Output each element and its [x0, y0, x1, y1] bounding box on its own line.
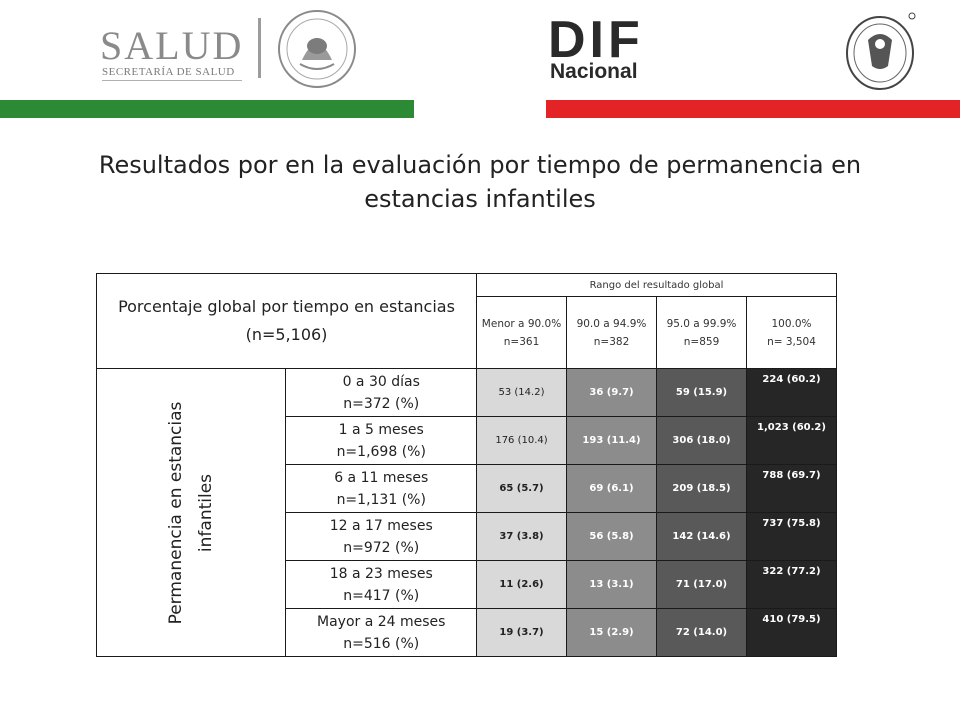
table-cell: 209 (18.5): [656, 464, 747, 513]
table-cell: 65 (5.7): [476, 464, 567, 513]
dif-logo-word: DIF: [548, 11, 644, 69]
row-label: 12 a 17 meses n=972 (%): [285, 512, 477, 561]
row-period: Mayor a 24 meses: [317, 613, 446, 630]
column-header-row: Menor a 90.0% n=361 90.0 a 94.9% n=382 95.…: [97, 296, 837, 369]
column-n: n=361: [503, 335, 540, 348]
table-cell: 737 (75.8): [746, 512, 837, 561]
mexico-seal-icon: [278, 10, 356, 88]
column-header: Menor a 90.0% n=361: [476, 296, 567, 369]
table-cell: 11 (2.6): [476, 560, 567, 609]
row-n: n=516 (%): [343, 635, 420, 652]
table-cell: 788 (69.7): [746, 464, 837, 513]
table-cell: 69 (6.1): [566, 464, 657, 513]
table-row: 1 a 5 meses n=1,698 (%) 176 (10.4) 193 (1…: [97, 416, 837, 465]
row-n: n=417 (%): [343, 587, 420, 604]
table-cell: 224 (60.2): [746, 368, 837, 417]
side-label-cell: Permanencia en estancias infantiles: [95, 368, 287, 657]
green-header-bar: [0, 100, 414, 118]
row-label: 1 a 5 meses n=1,698 (%): [285, 416, 477, 465]
row-period: 0 a 30 días: [342, 373, 420, 390]
table-row: 18 a 23 meses n=417 (%) 11 (2.6) 13 (3.1)…: [97, 560, 837, 609]
table-cell: 15 (2.9): [566, 608, 657, 657]
hospital-seal-icon: [846, 12, 916, 90]
table-cell: 193 (11.4): [566, 416, 657, 465]
row-n: n=972 (%): [343, 539, 420, 556]
column-n: n=382: [593, 335, 630, 348]
table-cell: 72 (14.0): [656, 608, 747, 657]
row-label: 0 a 30 días n=372 (%): [285, 368, 477, 417]
table-cell: 53 (14.2): [476, 368, 567, 417]
table-cell: 13 (3.1): [566, 560, 657, 609]
column-header: 95.0 a 99.9% n=859: [656, 296, 747, 369]
column-range: 100.0%: [771, 317, 812, 330]
results-table: Porcentaje global por tiempo en estancia…: [95, 273, 837, 657]
range-header: Rango del resultado global: [476, 273, 837, 297]
table-row: Mayor a 24 meses n=516 (%) 19 (3.7) 15 (2…: [97, 608, 837, 657]
row-n: n=372 (%): [343, 395, 420, 412]
table-cell: 36 (9.7): [566, 368, 657, 417]
header: SALUD SECRETARÍA DE SALUD DIF Nacional: [0, 0, 960, 120]
column-header: 90.0 a 94.9% n=382: [566, 296, 657, 369]
red-header-bar: [546, 100, 960, 118]
table-cell: 176 (10.4): [476, 416, 567, 465]
table-cell: 306 (18.0): [656, 416, 747, 465]
column-range: 95.0 a 99.9%: [666, 317, 737, 330]
row-n: n=1,131 (%): [336, 491, 426, 508]
column-range: 90.0 a 94.9%: [576, 317, 647, 330]
column-range: Menor a 90.0%: [481, 317, 562, 330]
salud-logo: SALUD SECRETARÍA DE SALUD: [88, 22, 248, 82]
logo-divider: [258, 18, 261, 78]
salud-logo-subtitle: SECRETARÍA DE SALUD: [102, 66, 235, 78]
table-cell: 142 (14.6): [656, 512, 747, 561]
table-row: 6 a 11 meses n=1,131 (%) 65 (5.7) 69 (6.1…: [97, 464, 837, 513]
row-label: 6 a 11 meses n=1,131 (%): [285, 464, 477, 513]
table-cell: 37 (3.8): [476, 512, 567, 561]
salud-logo-word: SALUD: [100, 23, 244, 68]
row-label: Mayor a 24 meses n=516 (%): [285, 608, 477, 657]
table-cell: 56 (5.8): [566, 512, 657, 561]
row-period: 6 a 11 meses: [334, 469, 429, 486]
column-header: 100.0% n= 3,504: [746, 296, 837, 369]
row-period: 18 a 23 meses: [329, 565, 433, 582]
dif-logo-subtitle: Nacional: [550, 60, 638, 83]
table-cell: 71 (17.0): [656, 560, 747, 609]
table-row: Permanencia en estancias infantiles 0 a …: [95, 368, 837, 657]
table-cell: 59 (15.9): [656, 368, 747, 417]
side-label: Permanencia en estancias infantiles: [166, 401, 217, 624]
table-header-label: Porcentaje global por tiempo en estancia…: [96, 273, 477, 369]
page-title: Resultados por en la evaluación por tiem…: [98, 151, 862, 213]
table-cell: 410 (79.5): [746, 608, 837, 657]
row-period: 1 a 5 meses: [338, 421, 424, 438]
salud-logo-rule: [102, 80, 242, 81]
table-cell: 322 (77.2): [746, 560, 837, 609]
row-period: 12 a 17 meses: [329, 517, 433, 534]
row-label: 18 a 23 meses n=417 (%): [285, 560, 477, 609]
column-n: n= 3,504: [767, 335, 816, 348]
row-n: n=1,698 (%): [336, 443, 426, 460]
table-cell: 19 (3.7): [476, 608, 567, 657]
table-row: 12 a 17 meses n=972 (%) 37 (3.8) 56 (5.8)…: [97, 512, 837, 561]
table-cell: 1,023 (60.2): [746, 416, 837, 465]
dif-logo: DIF Nacional: [548, 11, 664, 86]
table-header-row: Porcentaje global por tiempo en estancia…: [96, 273, 837, 369]
column-n: n=859: [683, 335, 720, 348]
